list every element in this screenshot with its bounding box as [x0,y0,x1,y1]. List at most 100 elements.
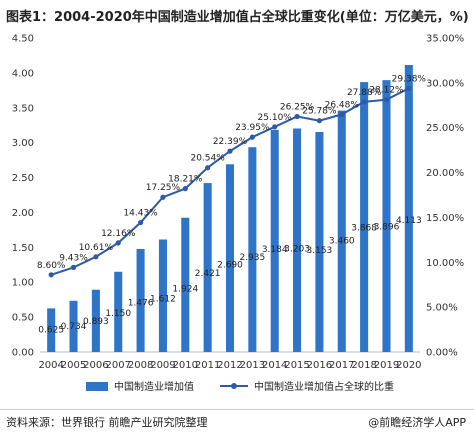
bar-value-label: 3.184 [262,245,288,255]
bar-value-label: 2.421 [195,269,221,279]
x-tick-label: 2010 [173,360,198,371]
line-point [182,186,188,192]
y-left-tick-label: 3.00 [12,138,34,149]
line-value-label: 20.54% [190,154,225,164]
bar [404,65,413,352]
bar [158,239,167,352]
y-right-tick-label: 0.00% [426,348,458,359]
line-point [227,148,233,154]
y-right-tick-label: 35.00% [426,34,464,45]
y-left-tick-label: 3.50 [12,103,34,114]
line-value-label: 18.21% [168,175,203,185]
legend-bar-swatch [86,382,108,391]
x-tick-label: 2016 [307,360,332,371]
line-value-label: 25.78% [302,107,337,117]
line-point [48,272,54,278]
x-tick-label: 2008 [128,360,153,371]
line-point [383,97,390,103]
line-point [249,134,255,140]
y-right-tick-label: 25.00% [426,123,464,134]
bar [248,147,257,352]
y-left-tick-label: 0.50 [12,313,34,324]
bar-value-label: 2.935 [239,253,265,263]
legend-line-marker [231,383,237,389]
bar [270,129,279,352]
bar [91,289,100,352]
y-left-tick-label: 4.50 [12,34,34,45]
x-tick-label: 2009 [150,360,175,371]
x-tick-label: 2007 [106,360,131,371]
y-right-tick-label: 30.00% [426,78,464,89]
line-value-label: 12.16% [101,229,136,239]
x-tick-label: 2017 [329,360,354,371]
line-value-label: 17.25% [146,183,181,193]
bar [181,217,190,352]
bar [360,82,369,353]
y-left-tick-label: 0.00 [12,348,34,359]
x-axis: 2004200520062007200820092010201120122013… [38,351,422,371]
x-tick-label: 2011 [195,360,220,371]
line-series: 8.60%9.43%10.61% 12.16% 14.43% 17.25%18.21%… [37,74,427,278]
bar-value-label: 0.734 [61,322,87,332]
line-point [205,165,211,171]
bar-value-label: 4.113 [396,216,422,226]
legend: 中国制造业增加值 中国制造业增加值占全球的比重 [86,380,394,393]
line-value-label: 22.39% [213,137,248,147]
bar [136,249,145,352]
line-point [294,113,300,120]
x-tick-label: 2020 [396,360,421,371]
bar-value-label: 2.690 [217,261,243,271]
x-tick-label: 2005 [61,360,86,371]
line-point [115,240,121,246]
y-left-tick-label: 2.00 [12,208,34,219]
line-value-label: 29.38% [392,74,427,84]
y-left-tick-label: 4.00 [12,68,34,79]
x-tick-label: 2014 [262,360,287,371]
y-left-tick-label: 2.50 [12,173,34,184]
divider [0,409,474,410]
bar [114,271,123,352]
x-tick-label: 2018 [351,360,376,371]
x-tick-label: 2006 [83,360,108,371]
line-point [70,264,77,270]
line-point [93,254,99,260]
bar [225,164,235,352]
bar-value-label: 3.153 [307,246,333,256]
line-point [339,111,345,118]
bar-value-label: 0.893 [83,317,109,327]
bar [203,183,212,352]
bar [315,131,324,352]
bar [47,308,56,352]
y-right-tick-label: 10.00% [426,258,464,269]
y-left-tick-label: 1.00 [12,278,34,289]
line-value-label: 14.43% [123,209,158,219]
line-value-label: 26.25% [280,103,315,113]
chart: 0.00 0.50 1.00 1.50 2.00 2.50 3.00 3.50 4.00 4.50… [12,34,464,394]
legend-line-label: 中国制造业增加值占全球的比重 [254,380,394,393]
bar [293,128,302,352]
y-left-tick-label: 1.50 [12,243,34,254]
bar [382,80,391,352]
x-tick-label: 2019 [374,360,399,371]
x-tick-label: 2013 [240,360,265,371]
brand-note: @前瞻经济学人APP [368,416,466,429]
line-point [160,194,166,200]
y-right-tick-label: 15.00% [426,213,464,224]
bar-value-label: 0.625 [38,325,64,335]
line-value-label: 28.12% [369,86,404,96]
x-tick-label: 2015 [284,360,309,371]
bar-value-label: 1.476 [128,299,154,309]
line-value-label: 23.95% [235,123,270,133]
line-point [361,99,367,105]
source-note: 资料来源：世界银行 前瞻产业研究院整理 [6,416,208,429]
bar-value-label: 1.612 [150,294,176,304]
line-value-label: 8.60% [37,261,66,271]
bar-value-label: 1.924 [172,285,198,295]
line-point [406,85,412,92]
y-right-tick-label: 5.00% [426,303,458,314]
line-value-label: 25.10% [258,113,293,123]
legend-bar-label: 中国制造业增加值 [114,380,194,393]
line-value-label: 26.48% [325,100,360,110]
bar-value-label: 3.896 [374,223,400,233]
bar [69,300,78,352]
